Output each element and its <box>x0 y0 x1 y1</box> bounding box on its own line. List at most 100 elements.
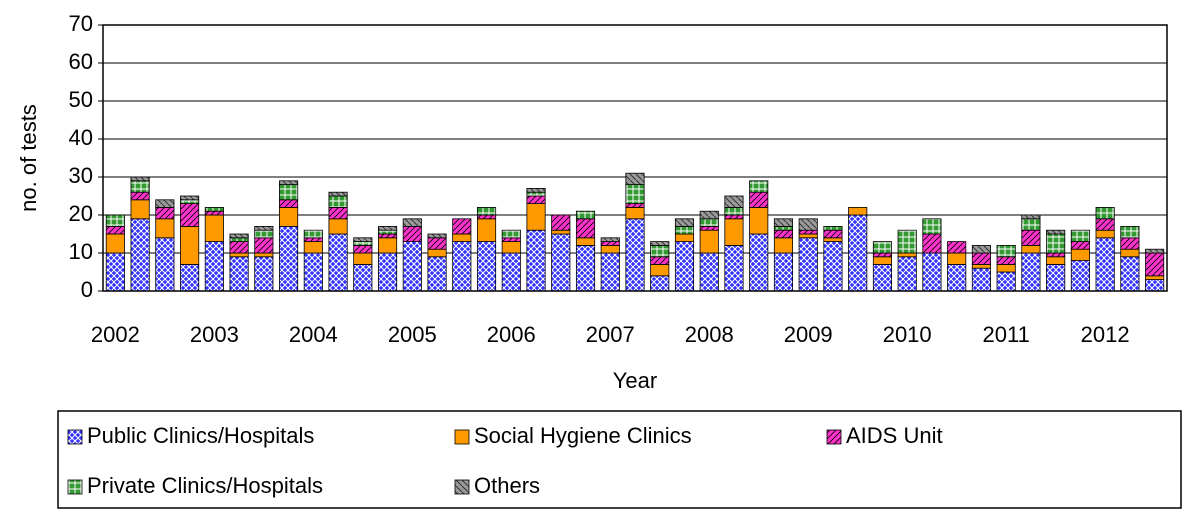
bar-segment <box>279 225 299 292</box>
bar-segment <box>353 237 373 243</box>
bar-segment <box>625 206 645 220</box>
bar-segment <box>724 218 744 246</box>
bar-segment <box>1145 248 1165 254</box>
bar-segment <box>1145 275 1165 280</box>
bar-segment <box>823 237 843 243</box>
bar-segment <box>724 206 744 216</box>
bar-segment <box>279 206 299 227</box>
bar-segment <box>402 241 422 292</box>
bar-segment <box>402 218 422 227</box>
bar-segment <box>1120 237 1140 250</box>
bar-segment <box>872 252 892 258</box>
bar-segment <box>155 218 175 239</box>
bar-segment <box>303 252 323 292</box>
bar-segment <box>526 191 546 197</box>
bar-segment <box>476 206 497 216</box>
bar-segment <box>130 191 150 201</box>
bar-segment <box>229 256 249 292</box>
bar-segment <box>971 267 991 292</box>
bar-segment <box>600 244 620 254</box>
bar-segment <box>823 225 843 231</box>
bar-segment <box>1070 260 1090 292</box>
legend-box <box>57 410 1182 509</box>
bar-segment <box>1145 279 1165 292</box>
bar-segment <box>378 229 398 235</box>
bar-segment <box>699 210 719 220</box>
bar-segment <box>798 218 818 231</box>
legend-swatch <box>454 479 470 495</box>
bar-segment <box>501 252 521 292</box>
bar-segment <box>279 199 299 208</box>
bar-segment <box>501 229 521 239</box>
bar-segment <box>476 218 497 243</box>
y-tick-label: 60 <box>69 49 93 74</box>
bar-segment <box>1070 241 1090 250</box>
y-tick-label: 70 <box>69 11 93 36</box>
x-tick-label: 2007 <box>586 322 635 347</box>
bar-segment <box>1046 263 1066 292</box>
bar-segment <box>625 203 645 208</box>
bar-segment <box>674 241 695 292</box>
bar-segment <box>427 237 447 250</box>
bar-segment <box>254 237 274 254</box>
bar-segment <box>773 252 794 292</box>
bar-segment <box>204 206 224 212</box>
bar-segment <box>427 233 447 239</box>
bar-segment <box>600 252 620 292</box>
bar-segment <box>130 199 150 220</box>
bar-segment <box>674 233 695 242</box>
bar-segment <box>575 210 596 220</box>
bar-segment <box>378 233 398 239</box>
bar-segment <box>823 241 843 292</box>
bar-segment <box>773 229 794 239</box>
bar-segment <box>947 241 967 254</box>
bar-segment <box>254 252 274 258</box>
bar-segment <box>254 225 274 231</box>
bar-segment <box>180 225 200 265</box>
bar-segment <box>749 206 769 235</box>
bar-segment <box>600 237 620 243</box>
bar-segment <box>773 218 794 227</box>
bar-segment <box>922 233 942 254</box>
bar-segment <box>180 203 200 227</box>
y-tick-label: 40 <box>69 125 93 150</box>
y-tick-label: 20 <box>69 201 93 226</box>
bar-segment <box>773 225 794 231</box>
legend-label: Others <box>474 473 540 498</box>
bar-segment <box>303 237 323 243</box>
bar-segment <box>229 237 249 243</box>
bar-segment <box>1046 252 1066 258</box>
bar-segment <box>1046 256 1066 265</box>
bar-segment <box>526 203 546 231</box>
legend-label: AIDS Unit <box>846 423 943 448</box>
bar-segment <box>848 206 868 216</box>
bar-segment <box>575 244 596 292</box>
bar-segment <box>996 256 1016 265</box>
bar-segment <box>279 180 299 186</box>
bar-segment <box>180 199 200 205</box>
bar-segment <box>749 233 769 292</box>
y-tick-label: 0 <box>81 277 93 302</box>
bar-segment <box>947 252 967 265</box>
bar-segment <box>204 214 224 243</box>
bar-segment <box>1021 252 1041 292</box>
bar-segment <box>130 176 150 182</box>
legend-swatch <box>67 429 83 445</box>
bar-segment <box>724 195 744 208</box>
bar-segment <box>749 180 769 193</box>
bar-segment <box>1046 229 1066 235</box>
bar-segment <box>724 244 744 292</box>
bar-segment <box>452 218 472 235</box>
legend-label: Social Hygiene Clinics <box>474 423 692 448</box>
bar-segment <box>650 244 670 258</box>
bar-segment <box>996 263 1016 273</box>
bar-segment <box>427 248 447 258</box>
bar-segment <box>353 241 373 246</box>
bar-segment <box>699 252 719 292</box>
bar-segment <box>476 214 497 220</box>
x-axis-label: Year <box>613 368 657 393</box>
bar-segment <box>105 225 125 235</box>
bar-segment <box>353 252 373 265</box>
bar-segment <box>650 256 670 265</box>
bar-segment <box>625 184 645 205</box>
